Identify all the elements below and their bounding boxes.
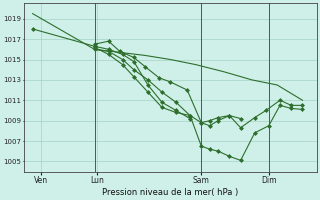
- X-axis label: Pression niveau de la mer( hPa ): Pression niveau de la mer( hPa ): [102, 188, 238, 197]
